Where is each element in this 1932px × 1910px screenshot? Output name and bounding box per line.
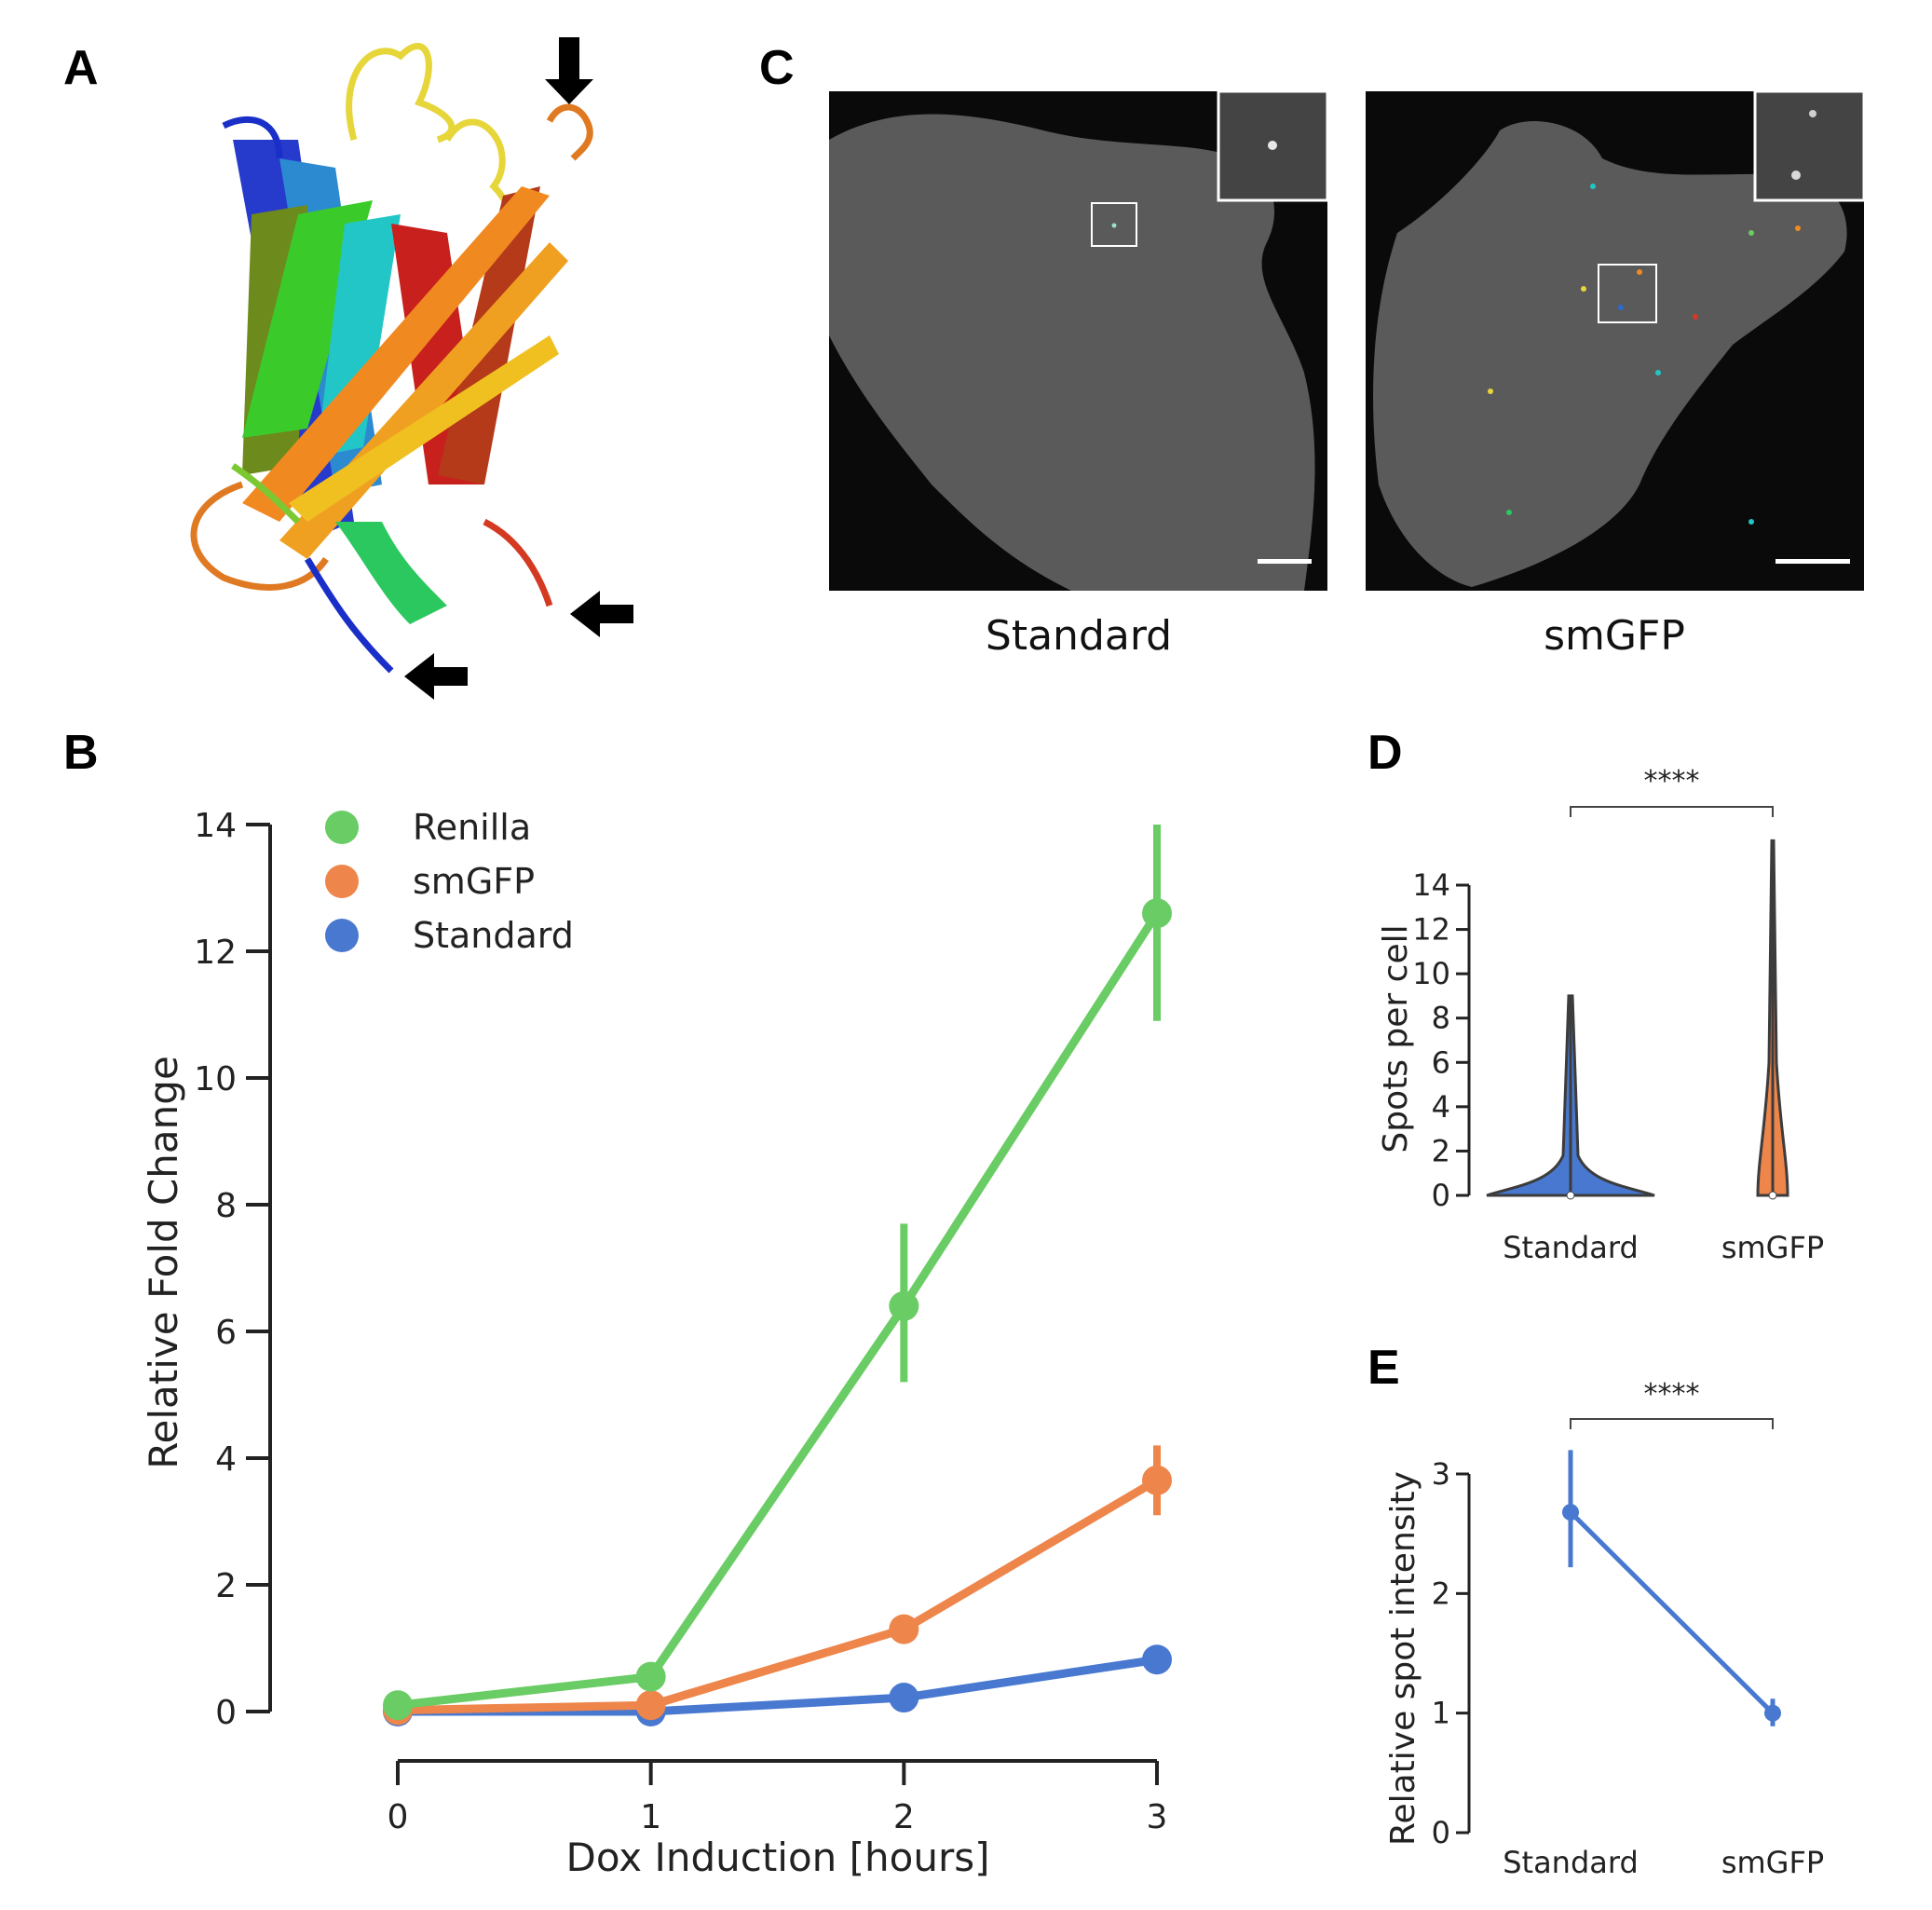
x-tick-label: smGFP bbox=[1721, 1845, 1824, 1880]
y-tick-label: 0 bbox=[215, 1694, 237, 1732]
protein-structure-illustration bbox=[190, 43, 593, 674]
series-line bbox=[1569, 1510, 1775, 1715]
data-point-smgfp bbox=[889, 1614, 919, 1644]
y-tick-label: 12 bbox=[1412, 912, 1450, 948]
x-tick-label: 2 bbox=[893, 1798, 915, 1836]
y-axis-label: Relative spot intensity bbox=[1384, 1471, 1422, 1846]
y-tick-label: 10 bbox=[194, 1060, 237, 1098]
series-line-smgfp bbox=[397, 1476, 1160, 1715]
y-tick-label: 1 bbox=[1432, 1696, 1450, 1731]
panel-letter-c: C bbox=[759, 41, 795, 95]
y-tick-label: 2 bbox=[1432, 1576, 1450, 1611]
y-tick-label: 14 bbox=[194, 807, 237, 845]
data-point-smgfp bbox=[1142, 1465, 1172, 1495]
x-tick-label: 3 bbox=[1147, 1798, 1168, 1836]
y-axis-label: Relative Fold Change bbox=[141, 1056, 186, 1469]
caption-standard: Standard bbox=[986, 612, 1172, 660]
data-point-renilla bbox=[383, 1690, 413, 1721]
y-tick-label: 6 bbox=[1432, 1044, 1450, 1080]
x-axis-label: Dox Induction [hours] bbox=[566, 1835, 990, 1880]
y-tick-label: 4 bbox=[1432, 1089, 1450, 1125]
data-point-renilla bbox=[889, 1290, 919, 1321]
panel-letter-b: B bbox=[63, 726, 99, 780]
y-tick-label: 0 bbox=[1432, 1178, 1450, 1213]
x-tick-label: smGFP bbox=[1721, 1230, 1824, 1265]
y-tick-label: 4 bbox=[215, 1440, 237, 1479]
violin-median bbox=[1768, 1191, 1777, 1200]
y-tick-label: 8 bbox=[215, 1187, 237, 1225]
micrograph-standard bbox=[829, 89, 1329, 591]
arrow-right-lower-icon bbox=[404, 653, 468, 700]
y-tick-label: 8 bbox=[1432, 1001, 1450, 1036]
arrow-right-upper-icon bbox=[570, 591, 633, 637]
significance-bracket bbox=[1570, 1418, 1774, 1429]
y-tick-label: 12 bbox=[194, 934, 237, 972]
legend-marker-standard bbox=[325, 919, 359, 952]
data-point-renilla bbox=[1142, 898, 1172, 929]
micrograph-smgfp bbox=[1366, 89, 1866, 591]
y-tick-label: 2 bbox=[215, 1567, 237, 1605]
caption-smgfp: smGFP bbox=[1544, 612, 1685, 660]
data-point bbox=[1764, 1704, 1781, 1722]
data-point bbox=[1562, 1504, 1579, 1521]
significance-label: **** bbox=[1644, 1378, 1700, 1411]
data-point-smgfp bbox=[635, 1690, 666, 1721]
data-point-renilla bbox=[635, 1661, 666, 1692]
x-tick-label: Standard bbox=[1503, 1845, 1639, 1880]
x-tick-label: Standard bbox=[1503, 1230, 1639, 1265]
panel-letter-a: A bbox=[63, 41, 99, 95]
violin-median bbox=[1566, 1191, 1575, 1200]
x-tick-label: 0 bbox=[388, 1798, 409, 1836]
chart-spots-per-cell: 0 2 4 6 8 10 12 14 Spots per cell Standard smGFP **… bbox=[1377, 765, 1824, 1265]
significance-label: **** bbox=[1644, 765, 1700, 798]
legend-label-smgfp: smGFP bbox=[413, 861, 535, 902]
arrow-top-icon bbox=[545, 37, 593, 104]
legend-marker-renilla bbox=[325, 811, 359, 844]
significance-bracket bbox=[1570, 806, 1774, 817]
legend-marker-smgfp bbox=[325, 865, 359, 898]
y-tick-label: 2 bbox=[1432, 1133, 1450, 1168]
x-tick-label: 1 bbox=[640, 1798, 661, 1836]
data-point-standard bbox=[889, 1683, 919, 1713]
data-point-standard bbox=[1142, 1644, 1172, 1675]
series-line-renilla bbox=[397, 910, 1161, 1710]
y-tick-label: 6 bbox=[215, 1314, 237, 1352]
y-tick-label: 14 bbox=[1412, 867, 1450, 903]
y-tick-label: 0 bbox=[1432, 1815, 1450, 1850]
panel-letter-e: E bbox=[1367, 1341, 1400, 1395]
legend-label-renilla: Renilla bbox=[413, 807, 531, 848]
y-axis-label: Spots per cell bbox=[1377, 924, 1415, 1153]
y-tick-label: 10 bbox=[1412, 956, 1450, 991]
y-tick-label: 3 bbox=[1432, 1456, 1450, 1492]
chart-spot-intensity: 0 1 2 3 Relative spot intensity Standard smGFP… bbox=[1384, 1378, 1824, 1880]
legend-label-standard: Standard bbox=[413, 915, 574, 956]
panel-letter-d: D bbox=[1367, 726, 1403, 780]
